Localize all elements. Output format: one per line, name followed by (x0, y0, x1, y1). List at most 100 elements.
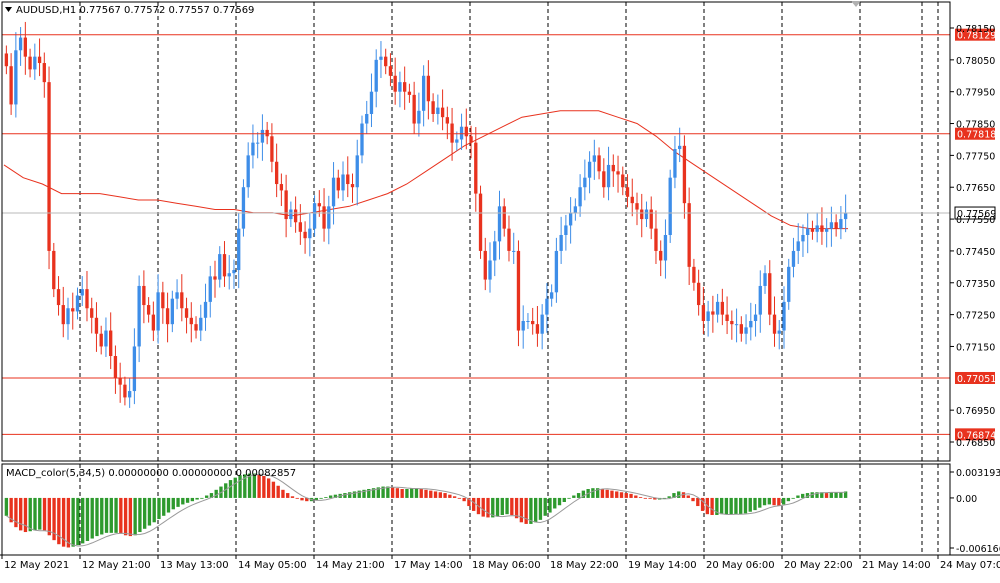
candle (834, 214, 838, 237)
candle-body (175, 292, 179, 299)
candle-body (222, 254, 227, 277)
candle-body (75, 295, 80, 312)
macd-y-tick-label: -0.006166 (956, 544, 1000, 555)
candle (668, 169, 672, 243)
candle-body (90, 308, 94, 318)
candle (417, 92, 421, 137)
macd-bar (748, 497, 752, 512)
macd-bar (667, 496, 671, 498)
candle-body (52, 250, 56, 290)
candle-body (28, 56, 32, 70)
macd-bar (762, 497, 767, 506)
candle-body (445, 117, 449, 124)
candle-body (839, 219, 843, 229)
x-tick-label: 21 May 14:00 (862, 560, 931, 571)
candle-body (768, 273, 772, 315)
candle-body (421, 75, 426, 111)
macd-bar (529, 497, 533, 524)
y-tick-label: 0.76950 (956, 406, 995, 417)
candle (734, 308, 739, 343)
macd-bar (534, 497, 538, 523)
candle (322, 188, 326, 242)
macd-bar (643, 497, 648, 499)
candle-body (431, 101, 435, 114)
candle-body (493, 241, 497, 261)
macd-bar (801, 493, 805, 498)
candle (459, 113, 464, 150)
candle-body (365, 113, 369, 124)
candle (440, 89, 445, 131)
macd-bar (290, 496, 295, 498)
candle-body (241, 187, 246, 229)
candle (393, 57, 397, 105)
macd-bar (195, 497, 199, 500)
chart-shift-marker-icon[interactable] (851, 1, 861, 7)
candle (251, 124, 255, 169)
dropdown-triangle-icon[interactable] (5, 7, 12, 12)
candle (388, 53, 393, 87)
candle (483, 237, 487, 291)
candle (14, 32, 18, 118)
candle-body (583, 177, 587, 188)
y-tick-label: 0.78050 (956, 56, 995, 67)
candle-body (71, 308, 75, 312)
candle-body (815, 225, 819, 232)
macd-bar (114, 497, 118, 533)
candle-body (322, 206, 326, 229)
macd-bar (266, 478, 271, 498)
macd-bar (71, 497, 75, 547)
candle-body (284, 190, 288, 220)
candle-body (417, 110, 421, 124)
macd-bar (90, 497, 94, 539)
macd-bar (100, 497, 104, 535)
macd-bar (734, 497, 738, 515)
macd-bar (57, 497, 61, 545)
macd-bar (243, 474, 247, 498)
candle (706, 300, 710, 337)
macd-bar (104, 497, 109, 533)
candle-body (99, 333, 103, 347)
candle (151, 301, 156, 342)
candle-body (810, 228, 815, 232)
candle (592, 139, 596, 180)
candle (696, 269, 701, 316)
candle (521, 305, 525, 349)
candle-body (678, 145, 682, 150)
candle (649, 196, 653, 240)
candle (246, 142, 250, 198)
candle-body (791, 250, 796, 267)
macd-y-tick-label: 0.0031937 (956, 468, 1000, 479)
candle (421, 65, 426, 127)
macd-bar (548, 497, 552, 513)
candle-body (739, 324, 743, 334)
macd-bar (433, 491, 438, 498)
macd-bar (61, 497, 66, 547)
candle (564, 214, 568, 251)
candle-body (308, 228, 312, 239)
macd-bar (95, 497, 99, 537)
candle-body (127, 391, 132, 398)
candle (687, 187, 691, 285)
candle (42, 52, 46, 98)
candle (573, 198, 578, 221)
macd-bar (166, 497, 171, 513)
macd-bar (171, 497, 175, 510)
candle-body (393, 75, 397, 92)
macd-bar (743, 497, 748, 514)
macd-bar (224, 483, 228, 498)
candle-body (85, 289, 89, 309)
candle (673, 135, 677, 189)
candle-body (554, 250, 559, 293)
macd-bar (510, 497, 514, 515)
candle-body (407, 91, 412, 95)
candle (18, 27, 23, 66)
price-level-badge (955, 428, 995, 441)
candle (161, 281, 165, 324)
candle-body (507, 228, 511, 251)
candle (715, 293, 720, 323)
macd-bar (615, 491, 619, 498)
candle (720, 288, 725, 326)
candle (379, 41, 383, 78)
candle (227, 255, 231, 290)
candle-body (711, 311, 715, 315)
